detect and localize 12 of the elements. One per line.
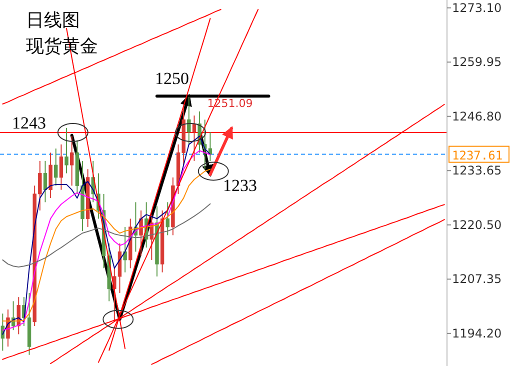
text: 日线图: [26, 10, 80, 31]
y-tick-label: 1220.50: [452, 218, 502, 232]
y-tick-label: 1233.65: [452, 164, 502, 178]
y-tick-label: 1207.35: [452, 272, 502, 286]
ref-line-label: 1237.61: [452, 148, 503, 162]
annotation: 1250: [155, 69, 189, 88]
y-tick-label: 1259.95: [452, 55, 502, 70]
annotation: 1233: [223, 176, 257, 195]
y-tick-label: 1246.80: [452, 109, 502, 124]
ref-line-label: 1243: [12, 113, 46, 132]
y-tick-label: 1194.20: [452, 326, 502, 340]
y-tick-label: 1273.10: [452, 0, 502, 15]
